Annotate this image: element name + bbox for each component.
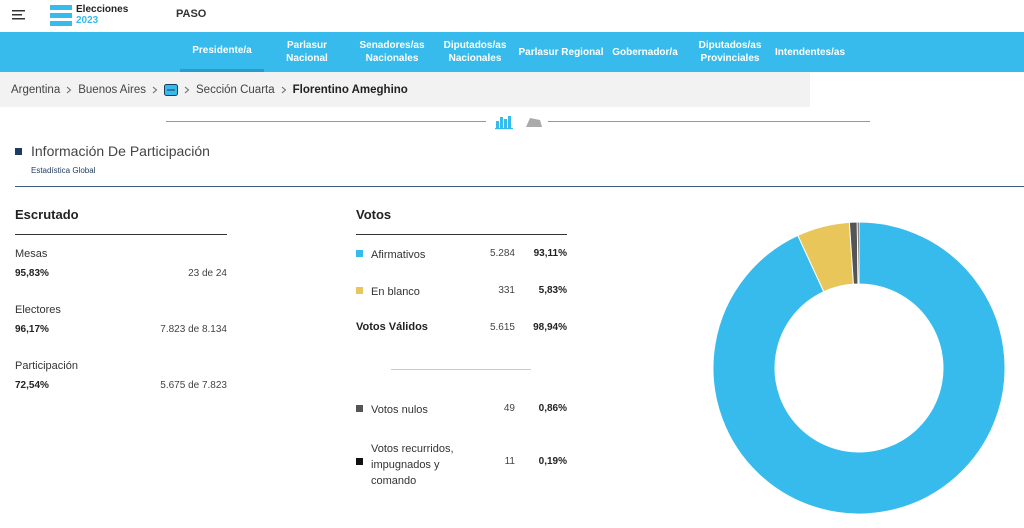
vote-percent: 93,11%: [533, 248, 567, 259]
menu-icon: [12, 10, 25, 20]
view-toggle[interactable]: [494, 114, 546, 130]
logo-icon: [50, 5, 72, 26]
crumb: Florentino Ameghino: [292, 83, 408, 96]
vote-label: Votos recurridos, impugnados y comando: [371, 443, 454, 487]
stat-detail: 7.823 de 8.134: [160, 324, 227, 335]
nav-item[interactable]: Parlasur Nacional: [286, 40, 328, 64]
map-icon[interactable]: [164, 83, 178, 96]
vote-label: Votos Válidos: [356, 321, 428, 333]
menu-button[interactable]: [12, 8, 26, 26]
logo-line2: 2023: [76, 15, 99, 26]
crumb-separator: [66, 86, 72, 93]
crumb-separator: [184, 86, 190, 93]
vote-count: 5.284: [489, 248, 515, 259]
vote-percent: 0,86%: [538, 403, 567, 414]
donut-segment: [712, 221, 1006, 515]
crumb[interactable]: Argentina: [11, 83, 61, 96]
vote-label: Afirmativos: [371, 249, 426, 261]
nav-item[interactable]: Senadores/as Nacionales: [359, 40, 425, 64]
breadcrumb: Argentina Buenos Aires Sección Cuarta Flore…: [0, 72, 810, 107]
nav-item[interactable]: Intendentes/as: [774, 46, 846, 58]
donut-chart: [712, 221, 1006, 515]
divider: [166, 121, 486, 122]
legend-swatch: [356, 458, 363, 465]
nav-item[interactable]: Parlasur Regional: [518, 46, 604, 58]
vote-percent: 0,19%: [538, 456, 567, 467]
stat-label: Participación: [15, 360, 78, 372]
vote-count: 49: [503, 403, 515, 414]
vote-label: Votos nulos: [371, 404, 428, 416]
legend-swatch: [356, 287, 363, 294]
vote-label: En blanco: [371, 286, 420, 298]
stat-label: Electores: [15, 304, 61, 316]
crumb-separator: [152, 86, 158, 93]
stat-label: Mesas: [15, 248, 48, 260]
vote-percent: 5,83%: [538, 285, 567, 296]
section-title: Información De Participación: [31, 143, 210, 159]
donut-segment: [856, 221, 860, 285]
divider: [391, 369, 531, 370]
crumb-separator: [281, 86, 286, 93]
section-subtitle: Estadística Global: [31, 166, 96, 175]
stat-percent: 72,54%: [15, 380, 49, 391]
stat-percent: 96,17%: [15, 324, 49, 335]
rule: [15, 234, 227, 235]
nav-item[interactable]: Gobernador/a: [612, 46, 678, 58]
vote-count: 331: [498, 285, 515, 296]
nav-item[interactable]: Diputados/as Provinciales: [698, 40, 762, 64]
legend-swatch: [356, 405, 363, 412]
crumb[interactable]: Buenos Aires: [78, 83, 146, 96]
nav-item[interactable]: Presidente/a: [180, 32, 264, 72]
votos-title: Votos: [356, 207, 392, 222]
section-rule: [15, 186, 1024, 187]
vote-count: 11: [504, 456, 515, 467]
rule: [356, 234, 567, 235]
stat-percent: 95,83%: [15, 268, 49, 279]
section-bullet: [15, 148, 22, 155]
escrutado-title: Escrutado: [15, 207, 79, 222]
stat-detail: 5.675 de 7.823: [160, 380, 227, 391]
vote-percent: 98,94%: [533, 322, 567, 333]
crumb[interactable]: Sección Cuarta: [196, 83, 275, 96]
nav-bar: Presidente/a Parlasur Nacional Senadores/a…: [0, 32, 1024, 72]
stat-detail: 23 de 24: [188, 268, 227, 279]
logo-line1: Elecciones: [76, 4, 129, 15]
divider: [548, 121, 870, 122]
election-label: PASO: [176, 8, 207, 20]
vote-count: 5.615: [489, 322, 515, 333]
nav-item[interactable]: Diputados/as Nacionales: [443, 40, 507, 64]
legend-swatch: [356, 250, 363, 257]
